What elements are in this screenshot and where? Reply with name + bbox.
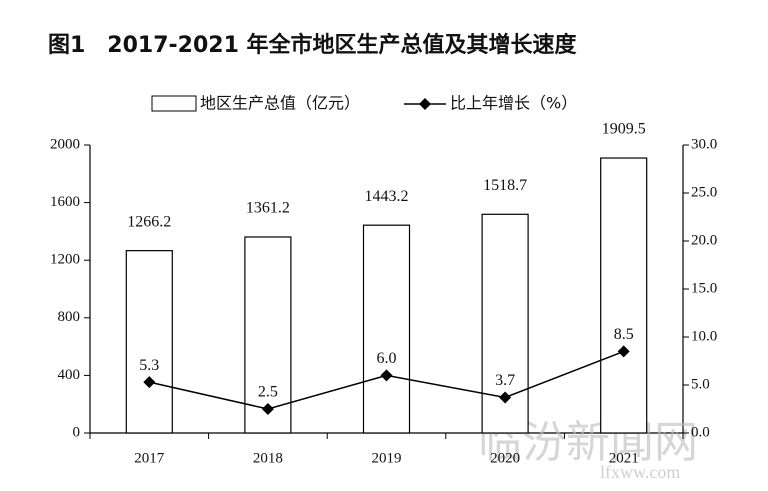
- y2-tick-label: 0.0: [691, 424, 710, 440]
- y2-tick-label: 5.0: [691, 376, 710, 392]
- x-tick-label: 2017: [134, 450, 165, 466]
- data-label: 3.7: [495, 372, 515, 389]
- y-tick-label: 800: [58, 309, 81, 325]
- marker: [499, 391, 512, 404]
- x-tick-label: 2018: [253, 450, 283, 466]
- data-label: 2.5: [258, 384, 278, 401]
- legend-swatch: [419, 98, 431, 110]
- x-tick-label: 2020: [490, 450, 520, 466]
- data-label: 8.5: [614, 326, 634, 343]
- bar: [600, 157, 648, 434]
- data-label: 1909.5: [602, 121, 646, 138]
- y-tick-label: 400: [58, 367, 81, 383]
- y-tick-label: 1200: [50, 252, 80, 268]
- data-label: 5.3: [139, 357, 159, 374]
- bar: [125, 250, 173, 434]
- y2-tick-label: 30.0: [691, 136, 717, 152]
- legend-swatch: [151, 95, 197, 112]
- legend-label: 地区生产总值（亿元）: [200, 94, 360, 113]
- data-label: 1518.7: [483, 177, 527, 194]
- y-tick-label: 2000: [50, 136, 80, 152]
- marker: [143, 376, 156, 389]
- y-tick-label: 0: [73, 424, 81, 440]
- watermark: lfxww.com: [600, 462, 680, 482]
- bar: [362, 224, 411, 434]
- y2-tick-label: 20.0: [691, 232, 717, 248]
- y2-tick-label: 25.0: [691, 184, 717, 200]
- x-tick-label: 2021: [609, 450, 639, 466]
- marker: [261, 403, 274, 415]
- y2-tick-label: 15.0: [691, 280, 717, 296]
- legend-label: 比上年增长（%）: [450, 94, 577, 113]
- bar: [244, 236, 292, 434]
- x-tick-label: 2019: [372, 450, 402, 466]
- data-label: 1361.2: [246, 200, 290, 217]
- marker: [380, 369, 393, 382]
- data-label: 1266.2: [127, 213, 171, 230]
- y-tick-label: 1600: [50, 194, 80, 210]
- chart-title: 图1 2017-2021 年全市地区生产总值及其增长速度: [48, 32, 578, 58]
- data-label: 1443.2: [365, 188, 409, 205]
- data-label: 6.0: [377, 350, 397, 367]
- y2-tick-label: 10.0: [691, 328, 717, 344]
- marker: [617, 345, 630, 358]
